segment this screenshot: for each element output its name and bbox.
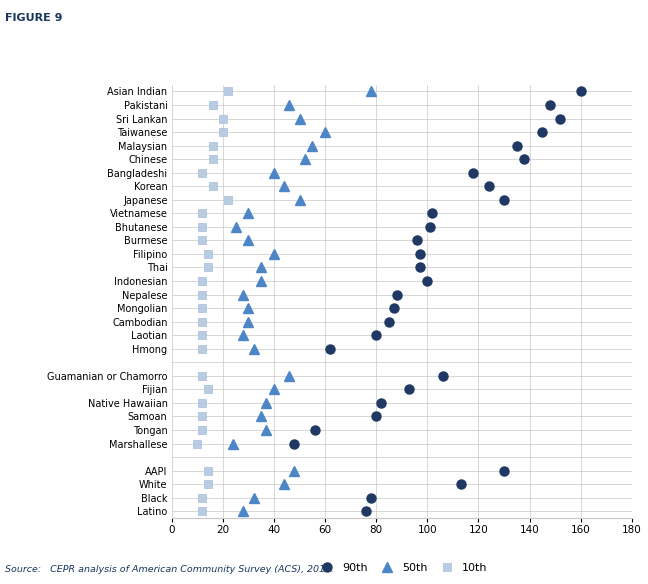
- Text: FIGURE 9: FIGURE 9: [5, 13, 63, 23]
- Text: Source:   CEPR analysis of American Community Survey (ACS), 2013.: Source: CEPR analysis of American Commun…: [5, 565, 334, 575]
- Legend: 90th, 50th, 10th: 90th, 50th, 10th: [316, 562, 487, 572]
- Text: Annual Earnings of AAPI Workers, By Selected Wage Percentiles and Ethnicity.  Th: Annual Earnings of AAPI Workers, By Sele…: [5, 43, 556, 67]
